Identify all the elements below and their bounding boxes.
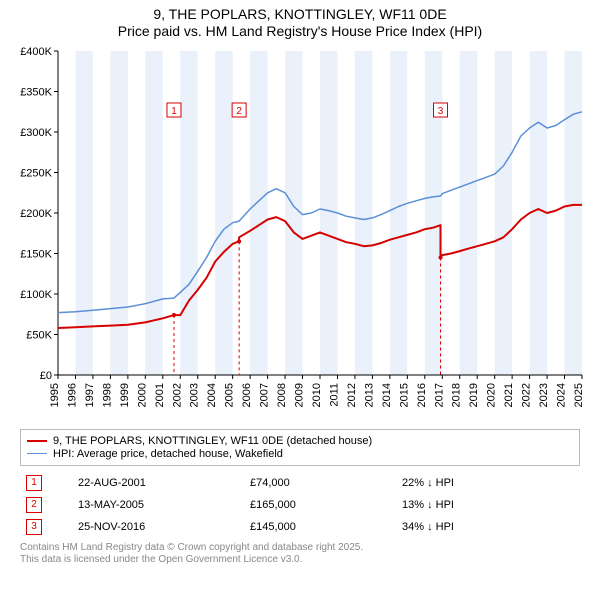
legend-swatch	[27, 440, 47, 442]
svg-text:2016: 2016	[416, 383, 428, 407]
svg-text:£50K: £50K	[26, 329, 52, 341]
legend-swatch	[27, 453, 47, 454]
svg-text:2008: 2008	[276, 383, 288, 407]
svg-text:£100K: £100K	[20, 289, 52, 301]
svg-text:2005: 2005	[224, 383, 236, 407]
svg-text:2000: 2000	[136, 383, 148, 407]
tx-price: £145,000	[244, 516, 396, 538]
tx-diff: 13% ↓ HPI	[396, 494, 580, 516]
legend-item: HPI: Average price, detached house, Wake…	[27, 448, 573, 460]
svg-text:£400K: £400K	[20, 46, 52, 58]
tx-diff: 34% ↓ HPI	[396, 516, 580, 538]
tx-marker-icon: 2	[26, 497, 42, 513]
svg-text:2021: 2021	[503, 383, 515, 407]
svg-text:1997: 1997	[84, 383, 96, 407]
legend-item: 9, THE POPLARS, KNOTTINGLEY, WF11 0DE (d…	[27, 435, 573, 447]
svg-text:2023: 2023	[538, 383, 550, 407]
svg-text:3: 3	[438, 106, 444, 117]
svg-text:£0: £0	[40, 370, 52, 382]
attribution-line: This data is licensed under the Open Gov…	[20, 554, 580, 566]
svg-text:1999: 1999	[119, 383, 131, 407]
svg-text:£250K: £250K	[20, 167, 52, 179]
svg-text:2001: 2001	[154, 383, 166, 407]
tx-date: 25-NOV-2016	[72, 516, 244, 538]
legend: 9, THE POPLARS, KNOTTINGLEY, WF11 0DE (d…	[20, 429, 580, 466]
tx-diff: 22% ↓ HPI	[396, 472, 580, 494]
svg-text:2003: 2003	[189, 383, 201, 407]
svg-text:2: 2	[236, 106, 242, 117]
chart-area: £0 £50K £100K £150K £200K £250K £300K £350K £400…	[10, 43, 590, 423]
svg-text:2014: 2014	[381, 383, 393, 407]
svg-text:2025: 2025	[573, 383, 585, 407]
svg-text:1995: 1995	[49, 383, 61, 407]
svg-text:2009: 2009	[294, 383, 306, 407]
attribution-line: Contains HM Land Registry data © Crown c…	[20, 542, 580, 554]
svg-text:2022: 2022	[521, 383, 533, 407]
svg-text:2017: 2017	[433, 383, 445, 407]
table-row: 3 25-NOV-2016 £145,000 34% ↓ HPI	[20, 516, 580, 538]
svg-text:2006: 2006	[241, 383, 253, 407]
svg-text:2002: 2002	[171, 383, 183, 407]
legend-label: HPI: Average price, detached house, Wake…	[53, 448, 283, 460]
svg-text:1996: 1996	[66, 383, 78, 407]
svg-text:1998: 1998	[101, 383, 113, 407]
chart-svg: £0 £50K £100K £150K £200K £250K £300K £350K £400…	[10, 43, 590, 423]
transaction-table: 1 22-AUG-2001 £74,000 22% ↓ HPI 2 13-MAY…	[20, 472, 580, 538]
tx-marker-icon: 1	[26, 475, 42, 491]
attribution: Contains HM Land Registry data © Crown c…	[20, 542, 580, 566]
svg-text:2013: 2013	[363, 383, 375, 407]
svg-text:2010: 2010	[311, 383, 323, 407]
table-row: 2 13-MAY-2005 £165,000 13% ↓ HPI	[20, 494, 580, 516]
svg-text:2015: 2015	[398, 383, 410, 407]
tx-price: £74,000	[244, 472, 396, 494]
svg-text:1: 1	[171, 106, 177, 117]
svg-text:2011: 2011	[328, 383, 340, 407]
svg-text:2012: 2012	[346, 383, 358, 407]
svg-text:2019: 2019	[468, 383, 480, 407]
svg-text:£300K: £300K	[20, 127, 52, 139]
svg-text:£150K: £150K	[20, 248, 52, 260]
tx-date: 13-MAY-2005	[72, 494, 244, 516]
svg-text:2004: 2004	[206, 383, 218, 407]
table-row: 1 22-AUG-2001 £74,000 22% ↓ HPI	[20, 472, 580, 494]
svg-text:2018: 2018	[451, 383, 463, 407]
tx-price: £165,000	[244, 494, 396, 516]
svg-text:£200K: £200K	[20, 208, 52, 220]
tx-date: 22-AUG-2001	[72, 472, 244, 494]
title-line-2: Price paid vs. HM Land Registry's House …	[10, 23, 590, 39]
chart-container: 9, THE POPLARS, KNOTTINGLEY, WF11 0DE Pr…	[0, 0, 600, 590]
tx-marker-icon: 3	[26, 519, 42, 535]
legend-label: 9, THE POPLARS, KNOTTINGLEY, WF11 0DE (d…	[53, 435, 372, 447]
svg-text:2020: 2020	[486, 383, 498, 407]
svg-text:2024: 2024	[556, 383, 568, 407]
svg-text:2007: 2007	[259, 383, 271, 407]
svg-text:£350K: £350K	[20, 86, 52, 98]
title-line-1: 9, THE POPLARS, KNOTTINGLEY, WF11 0DE	[10, 6, 590, 23]
